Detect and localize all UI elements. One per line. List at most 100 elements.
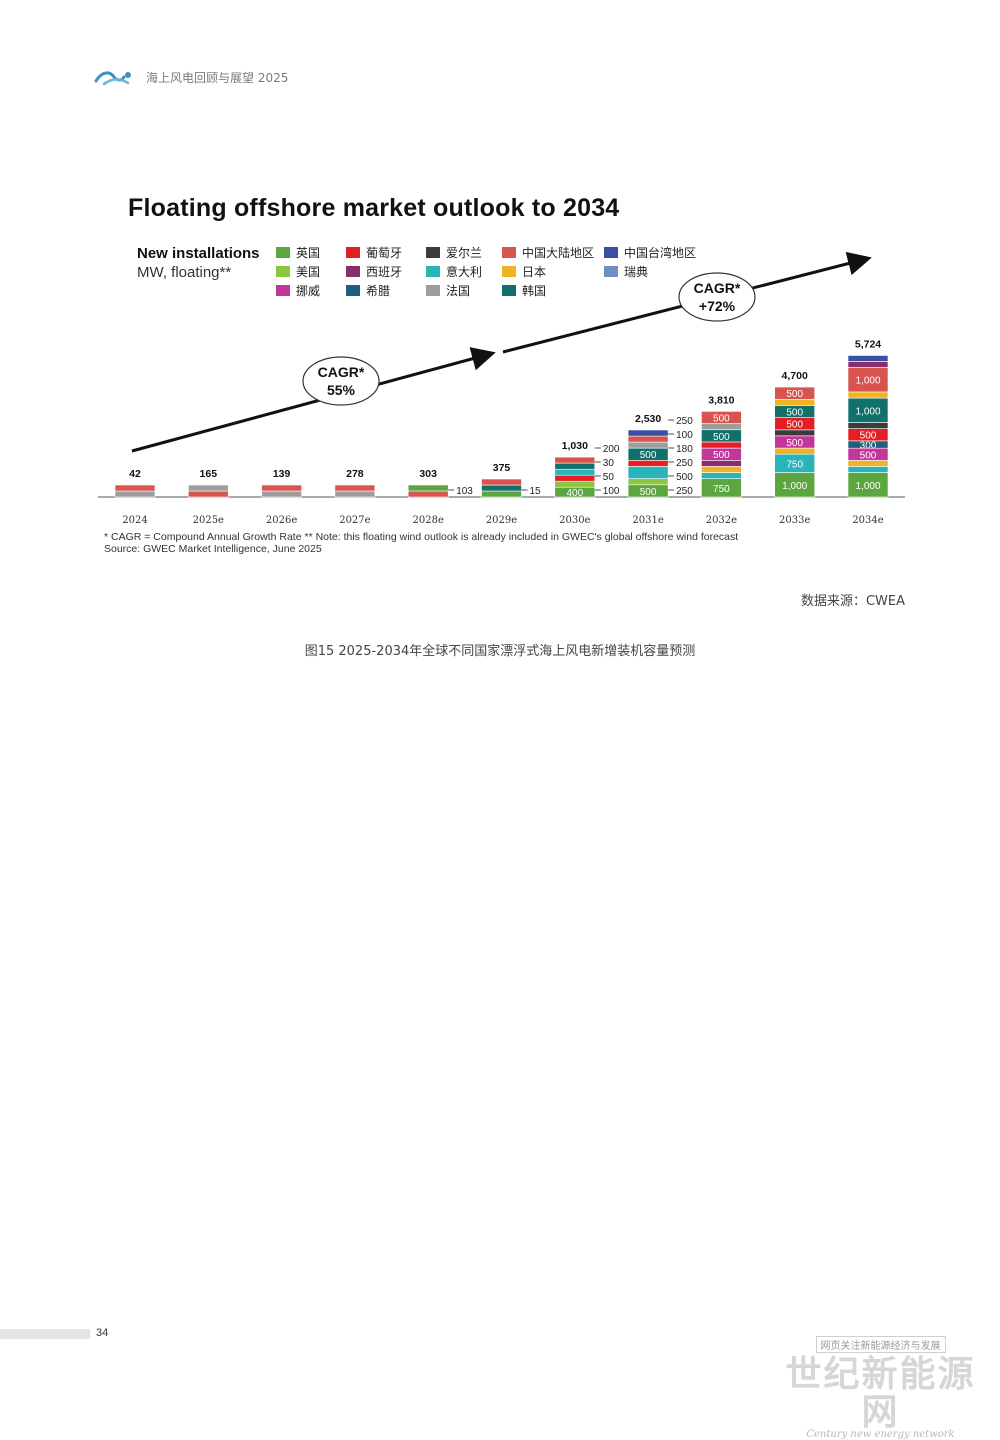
bar-segment: [847, 460, 889, 467]
bar-segment: [847, 367, 889, 393]
segment-value-label: 500: [786, 389, 803, 400]
bar-segment: [701, 423, 742, 431]
segment-value-label: 400: [566, 488, 583, 499]
legend-item: 爱尔兰: [426, 245, 502, 260]
header-title: 海上风电回顾与展望 2025: [146, 70, 289, 85]
segment-value-label: 500: [640, 450, 657, 461]
callout-value-label: 200: [603, 444, 620, 455]
legend-label: 葡萄牙: [366, 246, 403, 260]
legend-heading: New installations MW, floating**: [137, 244, 260, 282]
bar-segment: [188, 490, 229, 498]
bar-segment: [407, 490, 449, 498]
segment-value-label: 500: [860, 431, 877, 442]
legend-item: 西班牙: [346, 264, 426, 279]
chart-legend: 英国 葡萄牙 爱尔兰 中国大陆地区 中国台湾地区 美国 西班牙 意大利 日本 瑞典 挪威 希腊 法国 韩国: [276, 245, 714, 298]
legend-label: 意大利: [446, 265, 483, 279]
callout-value-label: 100: [603, 486, 620, 497]
bar-segment: [481, 478, 522, 486]
legend-swatch: [276, 266, 290, 277]
segment-value-label: 500: [640, 487, 657, 498]
x-tick-label: 2029e: [486, 515, 517, 526]
legend-label: 挪威: [296, 284, 321, 298]
bar-total-label: 165: [200, 468, 218, 480]
legend-label: 西班牙: [366, 265, 403, 279]
bar-segment: [407, 484, 449, 492]
watermark-tag: 网页关注新能源经济与发展: [815, 1336, 946, 1353]
cagr-value: +72%: [699, 298, 736, 314]
footnote-cagr-note: * CAGR = Compound Annual Growth Rate ** …: [104, 531, 739, 543]
legend-swatch: [346, 266, 360, 277]
page-number: 34: [96, 1327, 109, 1339]
callout-value-label: 100: [676, 430, 693, 441]
bar-segment: [554, 462, 596, 470]
segment-value-label: 500: [713, 450, 730, 461]
legend-swatch: [276, 247, 290, 258]
segment-value-label: 300: [860, 441, 877, 452]
legend-label: 爱尔兰: [446, 246, 483, 260]
watermark: 网页关注新能源经济与发展 世纪新能源网 Century new energy n…: [768, 1336, 993, 1440]
bar-segment: [847, 397, 889, 423]
legend-swatch: [426, 266, 440, 277]
legend-item: 葡萄牙: [346, 245, 426, 260]
callout-value-label: 250: [676, 416, 693, 427]
x-tick-label: 2024: [122, 515, 147, 526]
watermark-subtitle: Century new energy network: [806, 1429, 955, 1440]
legend-swatch: [276, 285, 290, 296]
chart-plot: CAGR* 55% CAGR* +72% 42 2024 165 2025e 139 2026e 2…: [98, 251, 905, 526]
legend-label: 韩国: [522, 284, 547, 298]
callout-value-label: 103: [456, 486, 473, 497]
bar-segment: [627, 429, 669, 437]
bar-total-label: 42: [129, 468, 141, 480]
callout-value-label: 15: [530, 486, 542, 497]
legend-item: 英国: [276, 245, 346, 260]
legend-item: 法国: [426, 283, 502, 298]
segment-value-label: 750: [786, 459, 803, 470]
bar-segment: [481, 490, 522, 498]
bar-segment: [261, 490, 302, 498]
segment-value-label: 1,000: [855, 406, 880, 417]
legend-label: 中国台湾地区: [624, 246, 697, 260]
page-bar: [0, 1329, 90, 1339]
bar-segment: [188, 484, 229, 492]
bar-segment: [334, 484, 376, 492]
legend-item: 瑞典: [604, 264, 714, 279]
x-tick-label: 2033e: [779, 515, 810, 526]
bar-total-label: 2,530: [635, 413, 661, 425]
legend-title: New installations: [137, 245, 260, 262]
bar-segment: [114, 490, 156, 498]
bar-segment: [554, 468, 596, 476]
x-tick-label: 2025e: [193, 515, 224, 526]
bar-segment: [774, 386, 816, 400]
legend-swatch: [426, 247, 440, 258]
cagr-label: CAGR*: [318, 364, 365, 380]
bar-total-label: 139: [273, 468, 291, 480]
bar-total-label: 3,810: [708, 394, 734, 406]
segment-value-label: 1,000: [782, 481, 807, 492]
x-tick-label: 2030e: [559, 515, 590, 526]
bar-segment: [701, 411, 742, 424]
bar-segment: [774, 429, 816, 437]
bar-segment: [847, 391, 889, 399]
bar-segment: [554, 480, 596, 488]
legend-item: 美国: [276, 264, 346, 279]
bar-segment: [261, 484, 302, 492]
bar-segment: [627, 441, 669, 449]
chart-footnote: * CAGR = Compound Annual Growth Rate ** …: [104, 531, 738, 555]
legend-item: 意大利: [426, 264, 502, 279]
cagr-label: CAGR*: [694, 280, 741, 296]
bar-total-label: 4,700: [782, 370, 808, 382]
bar-segment: [847, 355, 889, 362]
bar-segment: [701, 472, 742, 479]
growth-arrow-line: [131, 347, 496, 453]
bar-segment: [774, 398, 816, 406]
wave-logo-icon: [94, 71, 131, 86]
legend-swatch: [604, 266, 618, 277]
callout-value-label: 30: [603, 458, 615, 469]
bar-segment: [847, 466, 889, 473]
legend-item: 希腊: [346, 283, 426, 298]
segment-value-label: 500: [786, 420, 803, 431]
legend-swatch: [426, 285, 440, 296]
segment-value-label: 500: [786, 438, 803, 449]
legend-item: 中国台湾地区: [604, 245, 714, 260]
segment-value-label: 500: [860, 450, 877, 461]
